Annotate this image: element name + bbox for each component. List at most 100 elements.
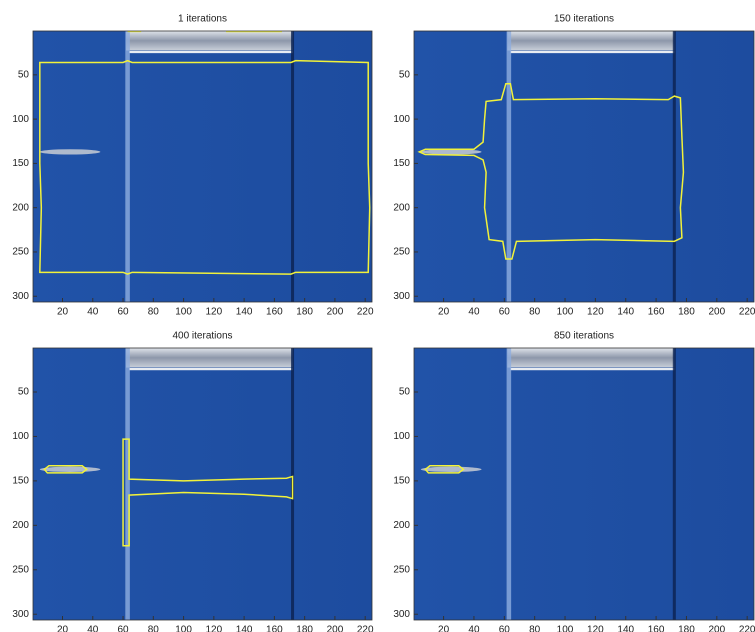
x-tick-label: 100 <box>557 307 574 318</box>
panel-title: 400 iterations <box>172 331 232 342</box>
x-tick-label: 220 <box>739 307 755 318</box>
y-tick-label: 200 <box>393 520 410 531</box>
x-tick-label: 20 <box>438 307 450 318</box>
x-tick-label: 100 <box>175 307 192 318</box>
x-tick-label: 100 <box>175 625 192 632</box>
y-tick-label: 200 <box>12 202 29 213</box>
x-tick-label: 120 <box>206 625 223 632</box>
figure: 1 iterations2040608010012014016018020022… <box>0 0 755 632</box>
y-tick-label: 200 <box>12 520 29 531</box>
x-tick-label: 60 <box>117 307 129 318</box>
y-tick-label: 50 <box>399 387 411 398</box>
x-tick-label: 220 <box>357 307 374 318</box>
x-tick-label: 80 <box>148 307 160 318</box>
bar-edge <box>129 51 292 53</box>
x-tick-label: 180 <box>296 625 313 632</box>
x-tick-label: 160 <box>648 625 665 632</box>
x-tick-label: 80 <box>529 307 541 318</box>
x-tick-label: 120 <box>587 625 604 632</box>
y-tick-label: 50 <box>18 69 30 80</box>
image-bg <box>414 31 754 302</box>
x-tick-label: 100 <box>557 625 574 632</box>
x-tick-label: 20 <box>57 625 69 632</box>
x-tick-label: 60 <box>117 625 129 632</box>
top-bar <box>507 348 674 368</box>
image <box>414 348 754 620</box>
image <box>33 31 372 302</box>
y-tick-label: 50 <box>399 69 411 80</box>
x-tick-label: 20 <box>57 307 69 318</box>
x-tick-label: 220 <box>357 625 374 632</box>
x-tick-label: 200 <box>708 625 725 632</box>
top-bar <box>507 31 674 50</box>
x-tick-label: 180 <box>678 307 695 318</box>
object <box>421 467 482 472</box>
y-tick-label: 50 <box>18 387 30 398</box>
top-bar <box>126 31 292 50</box>
x-tick-label: 200 <box>708 307 725 318</box>
y-tick-label: 250 <box>12 247 29 258</box>
y-tick-label: 300 <box>393 291 410 302</box>
x-tick-label: 160 <box>266 625 283 632</box>
x-tick-label: 40 <box>87 307 99 318</box>
y-tick-label: 150 <box>12 158 29 169</box>
y-tick-label: 250 <box>393 564 410 575</box>
light-line <box>125 348 130 620</box>
x-tick-label: 60 <box>499 307 511 318</box>
x-tick-label: 40 <box>87 625 99 632</box>
y-tick-label: 250 <box>393 247 410 258</box>
light-line <box>507 31 512 302</box>
y-tick-label: 150 <box>393 158 410 169</box>
image <box>414 31 754 302</box>
x-tick-label: 40 <box>468 307 480 318</box>
panel: 850 iterations 20 40 60 80 100 120 140 160 180 200… <box>393 331 755 632</box>
y-tick-label: 300 <box>12 291 29 302</box>
y-tick-label: 150 <box>12 476 29 487</box>
object <box>421 149 482 154</box>
x-tick-label: 180 <box>296 307 313 318</box>
dark-line <box>673 348 676 620</box>
x-tick-label: 200 <box>327 307 344 318</box>
top-bar <box>126 348 292 368</box>
x-tick-label: 180 <box>678 625 695 632</box>
x-tick-label: 80 <box>148 625 160 632</box>
object <box>40 467 101 472</box>
x-tick-label: 140 <box>617 625 634 632</box>
x-tick-label: 40 <box>468 625 480 632</box>
x-tick-label: 120 <box>587 307 604 318</box>
x-tick-label: 160 <box>266 307 283 318</box>
panel: 1 iterations2040608010012014016018020022… <box>12 14 374 318</box>
dark-line <box>291 31 294 302</box>
image-bg <box>414 348 754 620</box>
x-tick-label: 80 <box>529 625 541 632</box>
x-tick-label: 20 <box>438 625 450 632</box>
y-tick-label: 300 <box>12 609 29 620</box>
x-tick-label: 220 <box>739 625 755 632</box>
y-tick-label: 100 <box>393 114 410 125</box>
panel-title: 150 iterations <box>554 14 614 25</box>
x-tick-label: 140 <box>236 307 253 318</box>
bar-edge <box>510 368 674 370</box>
y-tick-label: 200 <box>393 202 410 213</box>
bar-edge <box>129 368 292 370</box>
y-tick-label: 100 <box>393 431 410 442</box>
dark-line <box>673 31 676 302</box>
x-tick-label: 60 <box>499 625 511 632</box>
x-tick-label: 120 <box>206 307 223 318</box>
bar-edge <box>510 51 674 53</box>
image <box>33 348 372 620</box>
panel-title: 850 iterations <box>554 331 614 342</box>
object <box>40 149 101 154</box>
panel: 400 iterations 20 40 60 80 100 120 140 160 180 200… <box>12 331 374 632</box>
y-tick-label: 100 <box>12 431 29 442</box>
light-line <box>507 348 512 620</box>
y-tick-label: 250 <box>12 564 29 575</box>
y-tick-label: 300 <box>393 609 410 620</box>
x-tick-label: 160 <box>648 307 665 318</box>
image-bg <box>33 348 372 620</box>
x-tick-label: 140 <box>236 625 253 632</box>
light-line <box>125 31 130 302</box>
image-bg <box>33 31 372 302</box>
x-tick-label: 200 <box>327 625 344 632</box>
y-tick-label: 150 <box>393 476 410 487</box>
